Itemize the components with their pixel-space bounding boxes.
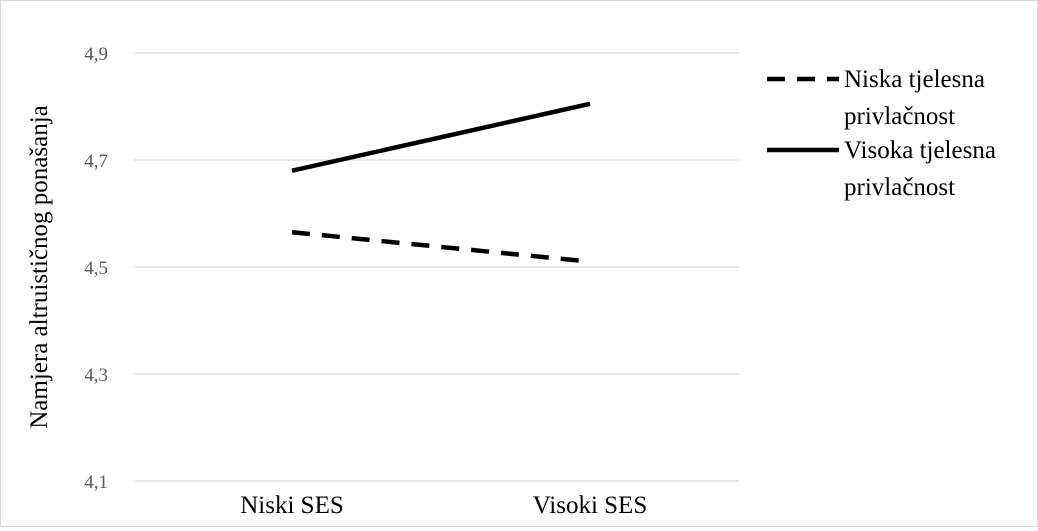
- series-lines: [292, 104, 590, 262]
- legend-label: Visoka tjelesna: [844, 137, 996, 164]
- series-line-visoka: [292, 104, 590, 171]
- x-category-label: Visoki SES: [533, 492, 648, 519]
- y-tick-label: 4,7: [84, 151, 108, 172]
- y-tick-label: 4,5: [84, 258, 108, 279]
- legend-label: privlačnost: [844, 103, 955, 130]
- y-tick-label: 4,3: [84, 365, 108, 386]
- y-axis-ticks: 4,1 4,3 4,5 4,7 4,9: [84, 44, 108, 493]
- series-line-niska: [292, 232, 590, 261]
- y-tick-label: 4,1: [84, 472, 108, 493]
- legend-label: Niska tjelesna: [844, 66, 985, 93]
- y-tick-label: 4,9: [84, 44, 108, 65]
- legend: Niska tjelesna privlačnost Visoka tjelesna…: [767, 66, 996, 201]
- legend-label: privlačnost: [844, 174, 955, 201]
- x-axis-categories: Niski SES Visoki SES: [240, 492, 647, 519]
- gridlines: [134, 53, 739, 481]
- x-category-label: Niski SES: [240, 492, 344, 519]
- y-axis-title: Namjera altruističnog ponašanja: [26, 105, 53, 429]
